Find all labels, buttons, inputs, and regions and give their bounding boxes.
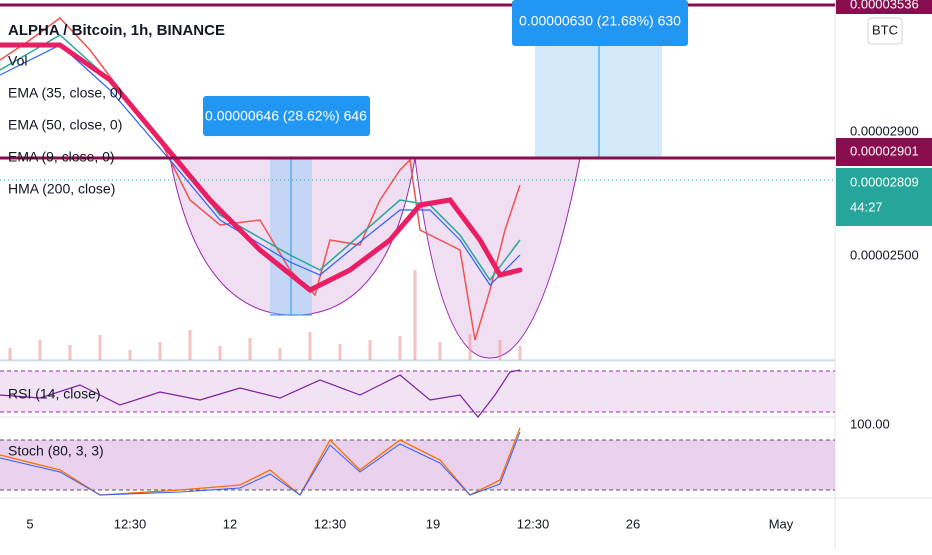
time-label: 12:30: [314, 516, 347, 531]
stoch-band: [0, 440, 835, 490]
rsi-line: [0, 369, 521, 418]
pane-label: RSI (14, close): [8, 386, 101, 402]
time-label: 12:30: [517, 516, 550, 531]
time-label: 19: [426, 516, 440, 531]
annotation-box: [512, 0, 688, 46]
price-tag: [836, 138, 932, 166]
price-label: 0.00002901: [850, 143, 919, 158]
indicator-label: EMA (50, close, 0): [8, 117, 122, 133]
rsi-band: [0, 371, 835, 412]
price-tag: [836, 0, 932, 14]
annotation-text: 0.00000630 (21.68%) 630: [519, 13, 681, 29]
price-tag: [836, 168, 932, 226]
price-label: 100.00: [850, 416, 890, 431]
currency-label: BTC: [872, 22, 898, 37]
indicator-label: Vol: [8, 53, 27, 69]
volume-bars: [8, 270, 522, 360]
pane-label: Stoch (80, 3, 3): [8, 443, 104, 459]
price-label: 0.00002900: [850, 123, 919, 138]
time-label: May: [769, 516, 794, 531]
currency-button[interactable]: [867, 17, 903, 45]
stoch-d: [0, 431, 521, 496]
annotation-box: [203, 96, 370, 136]
price-label: 0.00003536: [850, 0, 919, 11]
countdown: 44:27: [850, 199, 883, 214]
symbol-title: ALPHA / Bitcoin, 1h, BINANCE: [8, 22, 225, 39]
price-label: 0.00002809: [850, 174, 919, 189]
price-label: 0.00002500: [850, 247, 919, 262]
hma-line: [0, 42, 523, 293]
price-line: [0, 17, 521, 341]
indicator-label: HMA (200, close): [8, 181, 115, 197]
indicator-label: EMA (9, close, 0): [8, 149, 115, 165]
time-label: 12:30: [114, 516, 147, 531]
ema-line: [0, 44, 521, 286]
time-label: 26: [626, 516, 640, 531]
annotation-text: 0.00000646 (28.62%) 646: [205, 108, 367, 124]
indicator-label: EMA (35, close, 0): [8, 85, 122, 101]
time-label: 12: [223, 516, 237, 531]
time-label: 5: [26, 516, 33, 531]
